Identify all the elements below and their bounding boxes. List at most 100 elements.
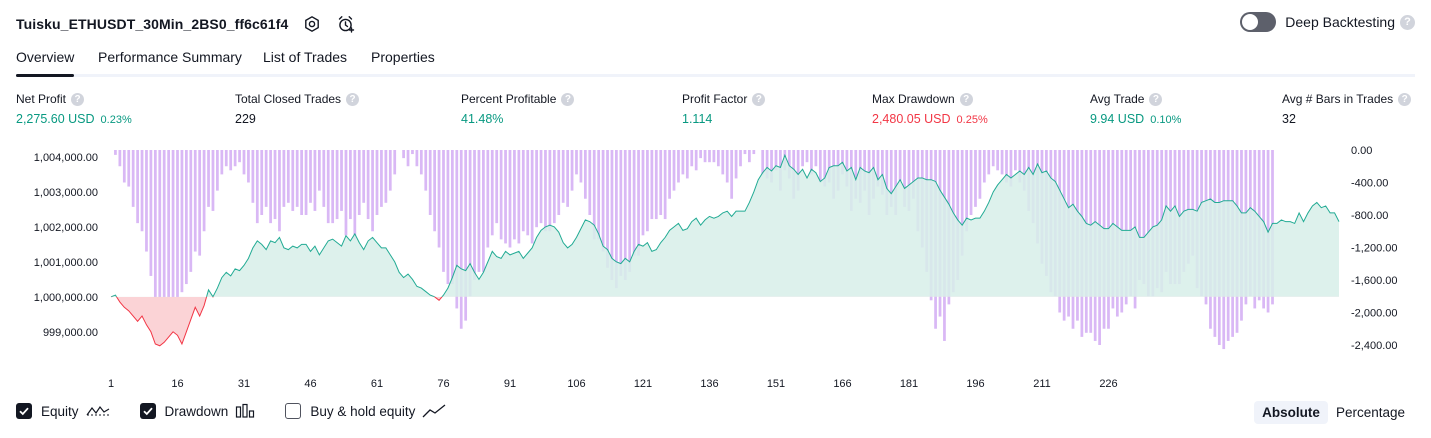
drawdown-bar: [366, 150, 370, 220]
drawdown-bar: [854, 150, 858, 199]
drawdown-bar: [787, 150, 791, 179]
drawdown-bar: [699, 150, 702, 159]
drawdown-bar: [486, 150, 490, 248]
drawdown-bar: [814, 150, 818, 167]
drawdown-bar: [357, 150, 361, 215]
drawdown-bar: [428, 150, 432, 215]
drawdown-bar: [517, 150, 521, 244]
info-icon[interactable]: ?: [752, 92, 766, 106]
info-icon[interactable]: ?: [561, 92, 575, 106]
drawdown-bar: [677, 150, 680, 183]
drawdown-bar: [340, 150, 343, 211]
drawdown-bar: [557, 150, 561, 215]
legend-buy-hold[interactable]: Buy & hold equity: [285, 403, 446, 419]
buy-hold-checkbox[interactable]: [285, 403, 302, 419]
stat-label: Avg Trade: [1090, 92, 1145, 106]
equity-checkbox[interactable]: [16, 403, 32, 419]
drawdown-bar: [176, 150, 179, 301]
drawdown-bar: [1022, 150, 1026, 191]
drawdown-bar: [1138, 150, 1141, 280]
drawdown-bar: [419, 150, 423, 175]
drawdown-bar: [969, 150, 973, 215]
drawdown-bar: [149, 150, 153, 276]
drawdown-checkbox[interactable]: [139, 403, 156, 419]
x-axis-tick: 31: [238, 378, 250, 390]
drawdown-bar: [681, 150, 685, 175]
right-axis-tick: 0.00: [1351, 145, 1372, 157]
left-axis: 1,004,000.00 1,003,000.00 1,002,000.00 1,00…: [34, 152, 98, 339]
drawdown-bar: [730, 150, 734, 199]
drawdown-bar: [566, 150, 569, 207]
drawdown-bar: [468, 150, 472, 297]
drawdown-bar: [242, 150, 246, 175]
deep-backtesting-toggle[interactable]: [1240, 12, 1277, 32]
drawdown-bar: [654, 150, 658, 220]
drawdown-bar: [122, 150, 126, 183]
absolute-button[interactable]: Absolute: [1254, 401, 1328, 424]
stat-label: Avg # Bars in Trades: [1282, 92, 1394, 106]
drawdown-bar: [473, 150, 476, 280]
x-axis-tick: 91: [504, 378, 516, 390]
drawdown-bar: [641, 150, 645, 236]
drawdown-bar: [597, 150, 601, 240]
x-axis-tick: 46: [304, 378, 316, 390]
deep-backtesting: Deep Backtesting ?: [1240, 12, 1415, 32]
drawdown-bar: [326, 150, 330, 224]
stats-row: Net Profit? 2,275.60 USD 0.23% Total Clos…: [0, 92, 1431, 132]
tab-list-of-trades[interactable]: List of Trades: [263, 49, 348, 65]
drawdown-bar: [863, 150, 867, 191]
drawdown-bar: [362, 150, 366, 203]
drawdown-bar: [716, 150, 720, 167]
right-axis-tick: -1,200.00: [1351, 243, 1397, 255]
legend-equity[interactable]: Equity: [16, 403, 110, 419]
drawdown-bar: [774, 150, 778, 171]
drawdown-bar: [380, 150, 383, 207]
drawdown-bar: [734, 150, 738, 179]
x-axis: 1 16 31 46 61 76 91 106 121 136 151 166 181 196 211 226: [108, 378, 1118, 390]
percentage-button[interactable]: Percentage: [1335, 405, 1405, 420]
drawdown-bar: [198, 150, 202, 256]
tab-overview[interactable]: Overview: [16, 49, 75, 77]
tab-properties[interactable]: Properties: [371, 49, 435, 65]
info-icon[interactable]: ?: [959, 92, 973, 106]
drawdown-bar: [739, 150, 742, 167]
drawdown-bar: [1142, 150, 1146, 285]
legend-drawdown[interactable]: Drawdown: [139, 403, 256, 419]
drawdown-bar: [1000, 150, 1004, 175]
drawdown-bar: [646, 150, 649, 232]
drawdown-bar: [171, 150, 175, 313]
drawdown-bar: [885, 150, 889, 215]
drawdown-bar: [810, 150, 813, 175]
info-icon[interactable]: ?: [71, 92, 85, 106]
info-icon[interactable]: ?: [1149, 92, 1163, 106]
stat-label: Percent Profitable: [461, 92, 557, 106]
drawdown-bar: [632, 150, 636, 256]
x-axis-tick: 61: [371, 378, 383, 390]
drawdown-bar: [269, 150, 272, 224]
drawdown-bar: [255, 150, 259, 224]
drawdown-bar: [477, 150, 481, 272]
settings-icon[interactable]: [302, 14, 322, 34]
drawdown-bar: [818, 150, 822, 183]
drawdown-bar: [712, 150, 716, 163]
drawdown-bar: [615, 150, 618, 289]
drawdown-bars-icon: [235, 403, 255, 419]
help-icon[interactable]: ?: [1400, 14, 1415, 30]
stat-net-profit: Net Profit? 2,275.60 USD 0.23%: [16, 92, 132, 126]
drawdown-bar: [504, 150, 507, 244]
drawdown-bar: [202, 150, 206, 232]
x-axis-tick: 166: [833, 378, 851, 390]
equity-chart[interactable]: 1,004,000.00 1,003,000.00 1,002,000.00 1,00…: [0, 140, 1431, 390]
info-icon[interactable]: ?: [346, 92, 360, 106]
tab-performance-summary[interactable]: Performance Summary: [98, 49, 242, 65]
x-axis-tick: 16: [171, 378, 183, 390]
stat-max-drawdown: Max Drawdown? 2,480.05 USD 0.25%: [872, 92, 988, 126]
add-alert-icon[interactable]: [336, 14, 356, 34]
info-icon[interactable]: ?: [1398, 92, 1412, 106]
drawdown-bar: [371, 150, 374, 232]
drawdown-bar: [184, 150, 188, 285]
drawdown-bar: [424, 150, 428, 191]
drawdown-bar: [1009, 150, 1013, 187]
drawdown-bar: [220, 150, 224, 175]
drawdown-bar: [619, 150, 623, 276]
